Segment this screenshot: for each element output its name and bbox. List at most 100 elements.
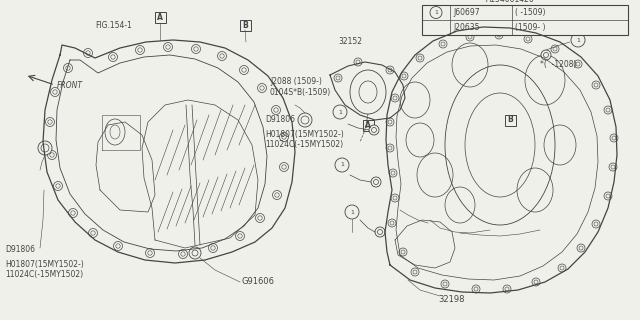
- Circle shape: [399, 248, 407, 256]
- Circle shape: [609, 163, 617, 171]
- Circle shape: [472, 285, 480, 293]
- Circle shape: [386, 144, 394, 152]
- Circle shape: [163, 43, 173, 52]
- Circle shape: [354, 58, 362, 66]
- Circle shape: [375, 227, 385, 237]
- Text: B: B: [507, 116, 513, 124]
- Circle shape: [386, 118, 394, 126]
- Circle shape: [400, 72, 408, 80]
- Text: 1: 1: [338, 109, 342, 115]
- Bar: [239, 20, 250, 30]
- Text: 0104S*B(-1509): 0104S*B(-1509): [270, 87, 332, 97]
- Circle shape: [335, 158, 349, 172]
- Circle shape: [386, 66, 394, 74]
- Circle shape: [389, 169, 397, 177]
- Circle shape: [391, 194, 399, 202]
- Text: 1: 1: [576, 37, 580, 43]
- Text: 11024C(-15MY1502): 11024C(-15MY1502): [5, 269, 83, 278]
- Circle shape: [209, 244, 218, 252]
- Text: G91606: G91606: [242, 277, 275, 286]
- Circle shape: [551, 45, 559, 53]
- Circle shape: [391, 94, 399, 102]
- Text: ( -1509): ( -1509): [515, 8, 545, 17]
- Text: H01807(15MY1502-): H01807(15MY1502-): [265, 131, 344, 140]
- Circle shape: [416, 54, 424, 62]
- Circle shape: [466, 33, 474, 41]
- Circle shape: [63, 63, 72, 73]
- Circle shape: [592, 81, 600, 89]
- Circle shape: [145, 249, 154, 258]
- Circle shape: [441, 280, 449, 288]
- Circle shape: [54, 181, 63, 190]
- Circle shape: [189, 247, 201, 259]
- Text: (1509- ): (1509- ): [515, 23, 545, 32]
- Circle shape: [271, 106, 280, 115]
- Text: 1: 1: [434, 10, 438, 15]
- Text: D91806: D91806: [5, 245, 35, 254]
- Circle shape: [257, 84, 266, 92]
- Circle shape: [191, 44, 200, 53]
- Text: A: A: [157, 12, 163, 21]
- Circle shape: [604, 192, 612, 200]
- Circle shape: [495, 31, 503, 39]
- Circle shape: [333, 105, 347, 119]
- Circle shape: [255, 213, 264, 222]
- Circle shape: [51, 87, 60, 97]
- Circle shape: [280, 132, 289, 141]
- Circle shape: [83, 49, 93, 58]
- Text: D91806: D91806: [265, 116, 295, 124]
- Circle shape: [503, 285, 511, 293]
- Bar: [422, 5, 628, 35]
- Text: *(  -1208): *( -1208): [540, 60, 577, 69]
- Circle shape: [113, 242, 122, 251]
- Text: 11024C(-15MY1502): 11024C(-15MY1502): [265, 140, 343, 149]
- Circle shape: [430, 6, 442, 19]
- Circle shape: [541, 50, 551, 60]
- Circle shape: [345, 205, 359, 219]
- Text: 32198: 32198: [438, 295, 465, 305]
- Text: FIG.154-1: FIG.154-1: [95, 20, 132, 29]
- Circle shape: [38, 141, 52, 155]
- Text: FRONT: FRONT: [57, 82, 83, 91]
- Circle shape: [610, 134, 618, 142]
- Circle shape: [411, 268, 419, 276]
- Circle shape: [179, 250, 188, 259]
- Circle shape: [439, 40, 447, 48]
- Circle shape: [273, 190, 282, 199]
- Circle shape: [239, 66, 248, 75]
- Circle shape: [136, 45, 145, 54]
- Circle shape: [371, 177, 381, 187]
- Text: J60697: J60697: [453, 8, 479, 17]
- Circle shape: [109, 52, 118, 61]
- Circle shape: [47, 150, 56, 159]
- Text: 1: 1: [340, 163, 344, 167]
- Text: B: B: [242, 20, 248, 29]
- Bar: [362, 119, 374, 131]
- Circle shape: [218, 52, 227, 60]
- Circle shape: [524, 35, 532, 43]
- Circle shape: [45, 117, 54, 126]
- Circle shape: [88, 228, 97, 237]
- Circle shape: [388, 219, 396, 227]
- Text: H01807(15MY1502-): H01807(15MY1502-): [5, 260, 84, 268]
- Circle shape: [68, 209, 77, 218]
- Circle shape: [571, 33, 585, 47]
- Circle shape: [558, 264, 566, 272]
- Text: A154001426: A154001426: [486, 0, 534, 4]
- Circle shape: [280, 163, 289, 172]
- Circle shape: [334, 74, 342, 82]
- Bar: [154, 12, 166, 22]
- Circle shape: [532, 278, 540, 286]
- Text: A: A: [365, 121, 371, 130]
- Text: J2088 (1509-): J2088 (1509-): [270, 77, 322, 86]
- Text: J20635: J20635: [453, 23, 479, 32]
- Circle shape: [236, 231, 244, 241]
- Circle shape: [574, 60, 582, 68]
- Bar: [504, 115, 515, 125]
- Circle shape: [577, 244, 585, 252]
- Text: 32152: 32152: [338, 37, 362, 46]
- Circle shape: [298, 113, 312, 127]
- Circle shape: [369, 125, 379, 135]
- Text: 1: 1: [350, 210, 354, 214]
- Circle shape: [604, 106, 612, 114]
